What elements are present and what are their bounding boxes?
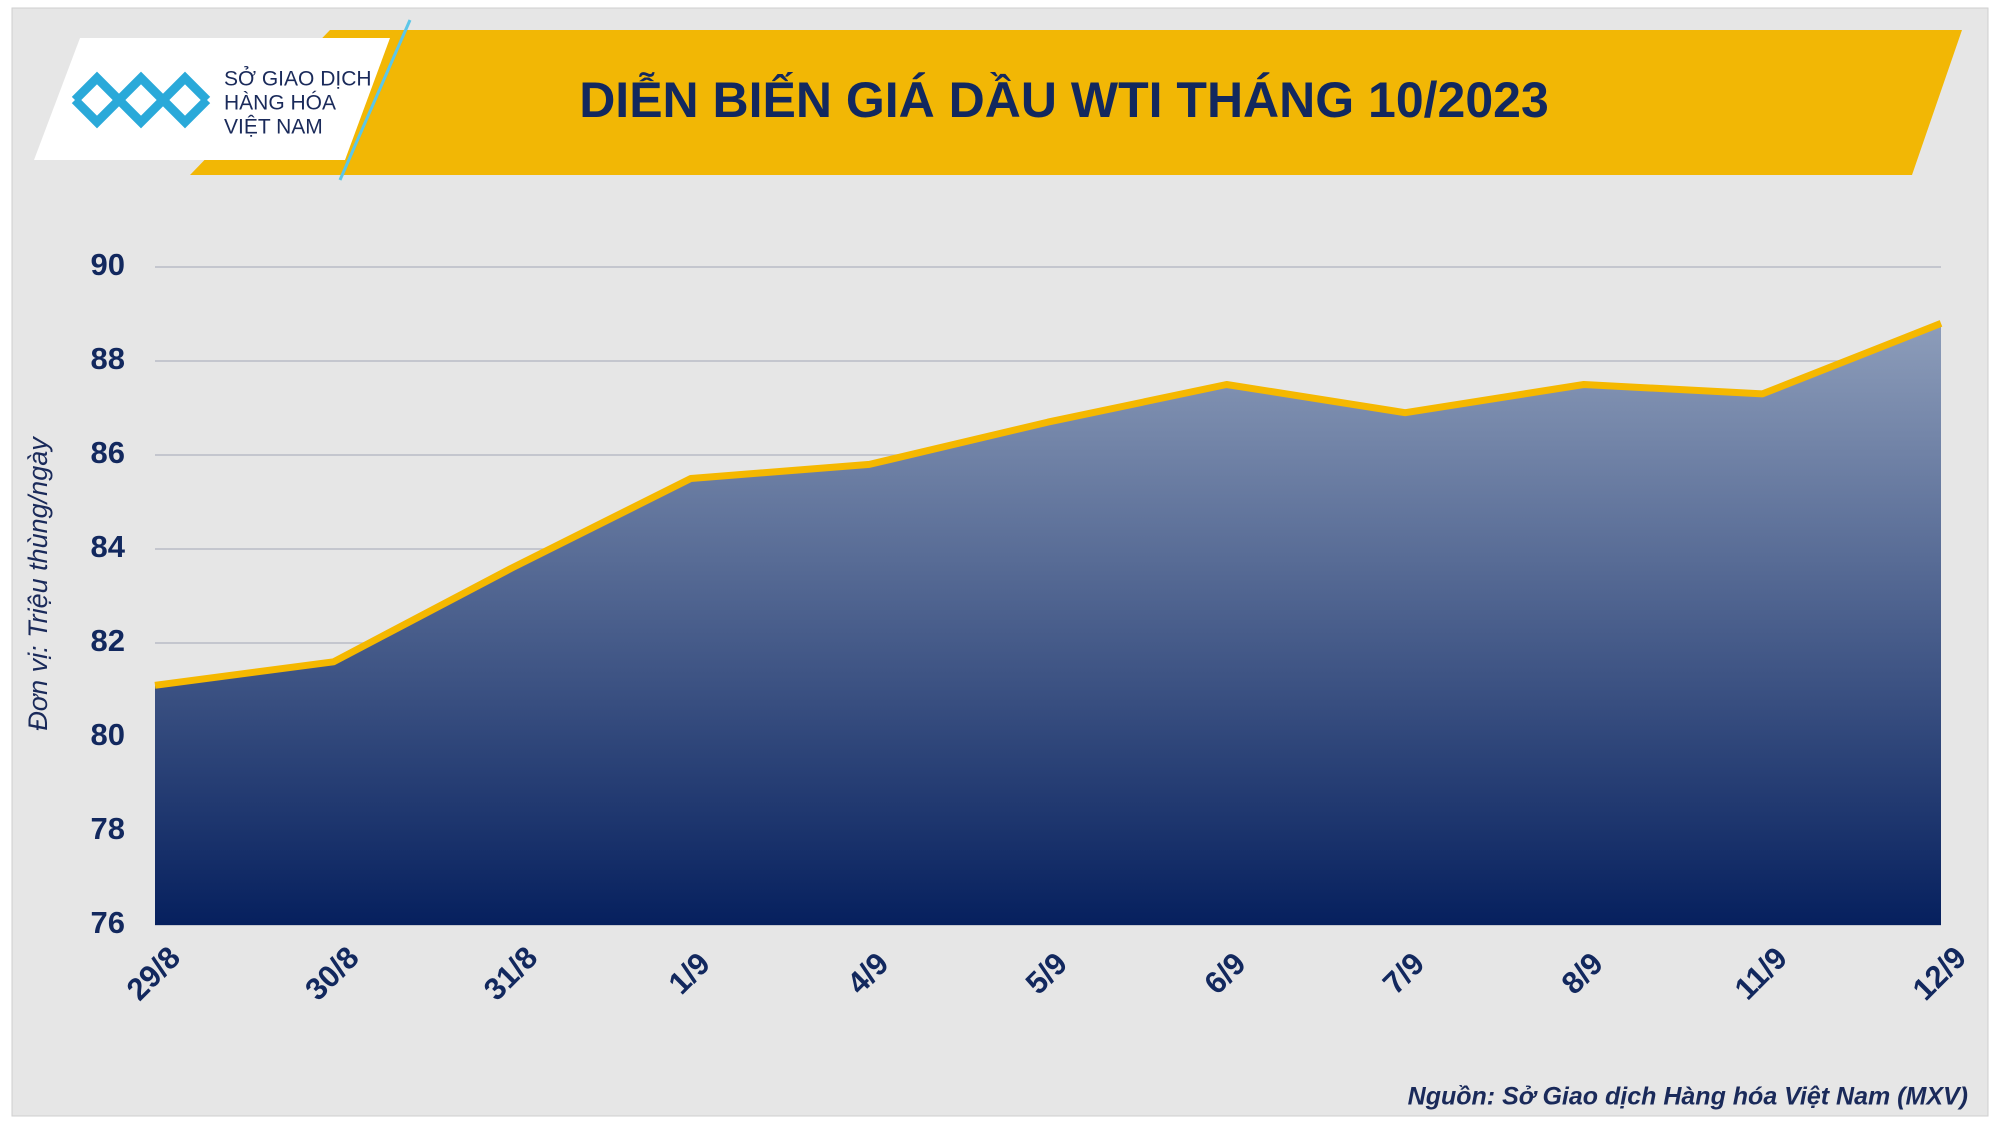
y-tick-label: 84 (91, 529, 126, 564)
y-tick-label: 76 (91, 905, 125, 940)
y-tick-label: 78 (91, 811, 125, 846)
logo-accent (338, 19, 412, 181)
y-tick-label: 80 (91, 717, 125, 752)
y-tick-label: 86 (91, 435, 125, 470)
logo-text: VIỆT NAM (224, 116, 323, 139)
area (155, 323, 1941, 925)
y-axis-label: Đơn vị: Triệu thùng/ngày (23, 436, 53, 731)
chart-title: DIỄN BIẾN GIÁ DẦU WTI THÁNG 10/2023 (579, 72, 1549, 128)
logo-mark (71, 71, 211, 129)
y-tick-label: 82 (91, 623, 125, 658)
logo-text: HÀNG HÓA (224, 92, 336, 115)
logo-box (34, 38, 390, 160)
y-tick-label: 90 (91, 247, 125, 282)
line (154, 320, 1943, 689)
y-tick-label: 88 (91, 341, 125, 376)
logo-text: SỞ GIAO DỊCH (224, 67, 372, 91)
title-banner (190, 30, 1962, 175)
source-note: Nguồn: Sở Giao dịch Hàng hóa Việt Nam (M… (1408, 1083, 1968, 1111)
